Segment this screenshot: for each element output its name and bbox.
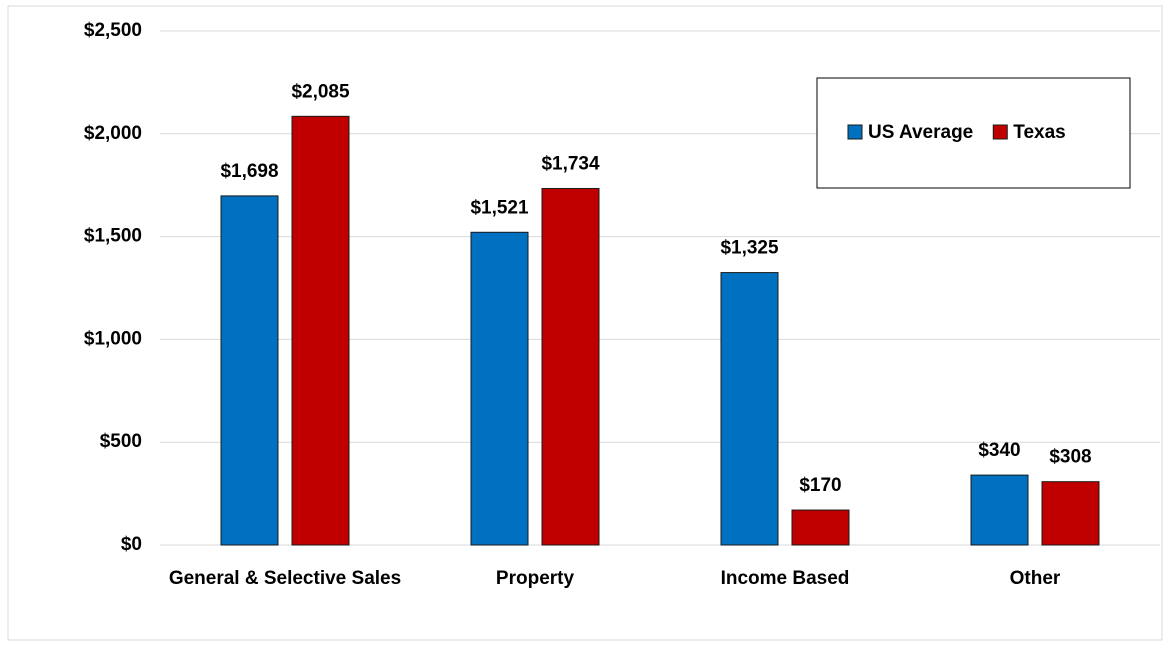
bar <box>720 272 779 546</box>
value-label: $308 <box>1049 447 1091 468</box>
x-tick-label: Other <box>1009 568 1061 589</box>
value-label: $1,734 <box>541 154 600 175</box>
bar <box>970 474 1029 546</box>
y-tick-label: $1,000 <box>84 328 142 349</box>
bar <box>220 195 279 546</box>
bar <box>791 509 850 546</box>
legend-swatch <box>992 124 1008 140</box>
value-label: $170 <box>799 475 841 496</box>
value-label: $1,698 <box>220 161 278 182</box>
y-tick-label: $2,000 <box>84 123 142 144</box>
legend-label: US Average <box>868 122 973 143</box>
legend: US Average Texas <box>816 77 1131 189</box>
y-tick-label: $1,500 <box>84 226 142 247</box>
bar <box>541 187 600 546</box>
x-tick-label: General & Selective Sales <box>168 568 402 589</box>
bar <box>470 231 529 546</box>
y-tick-label: $500 <box>100 431 142 452</box>
y-tick-label: $2,500 <box>84 20 142 41</box>
x-tick-label: Income Based <box>720 568 850 589</box>
legend-label: Texas <box>1013 122 1065 143</box>
legend-box <box>816 77 1131 189</box>
y-tick-label: $0 <box>121 534 142 555</box>
bar <box>1041 481 1100 546</box>
x-tick-label: Property <box>495 568 575 589</box>
legend-swatch <box>847 124 863 140</box>
value-label: $1,325 <box>720 238 779 259</box>
value-label: $340 <box>978 440 1020 461</box>
value-label: $2,085 <box>291 81 350 102</box>
bar <box>291 115 350 546</box>
value-label: $1,521 <box>470 197 529 218</box>
